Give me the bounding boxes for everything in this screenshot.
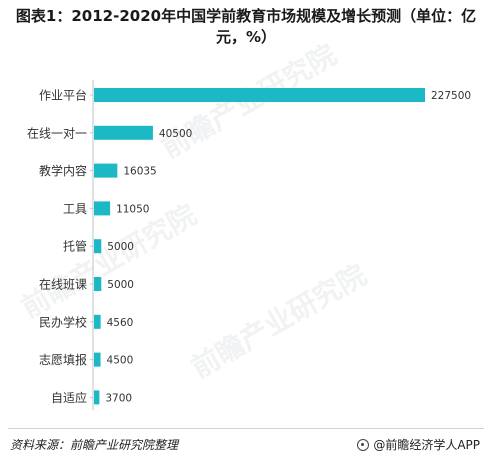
category-label: 在线一对一 <box>27 126 87 140</box>
category-label: 在线班课 <box>39 278 87 292</box>
source-note: 资料来源：前瞻产业研究院整理 <box>10 438 179 452</box>
category-label: 托管 <box>63 239 87 254</box>
bar <box>94 277 102 291</box>
data-label: 11050 <box>116 203 149 215</box>
data-label: 227500 <box>431 90 471 102</box>
data-label: 4500 <box>107 355 134 367</box>
bar <box>94 352 101 367</box>
brand-logo-icon <box>357 438 370 451</box>
bar <box>94 239 102 254</box>
data-label: 16035 <box>123 166 156 178</box>
category-label: 工具 <box>63 202 87 216</box>
category-label: 教学内容 <box>39 163 87 178</box>
category-label: 作业平台 <box>39 88 87 103</box>
data-label: 4560 <box>107 317 134 329</box>
bar <box>94 201 111 216</box>
credit-text: @前瞻经济学人APP <box>373 438 480 452</box>
category-label: 志愿填报 <box>39 352 87 367</box>
data-label: 3700 <box>105 392 132 404</box>
bar <box>94 163 118 178</box>
bar <box>94 125 153 140</box>
category-label: 民办学校 <box>39 314 87 329</box>
bar <box>94 314 101 329</box>
bars-layer: 作业平台 227500 在线一对一 40500 教学内容 16035 工具 11050 托管 50… <box>27 88 471 405</box>
bar <box>94 390 100 405</box>
data-label: 5000 <box>107 279 134 291</box>
bar <box>94 88 425 102</box>
category-label: 自适应 <box>51 390 87 405</box>
credit: @前瞻经济学人APP <box>357 436 480 453</box>
chart-title: 图表1：2012-2020年中国学前教育市场规模及增长预测（单位：亿元，%） <box>15 7 477 46</box>
data-label: 40500 <box>159 128 192 140</box>
footer-divider <box>8 428 484 429</box>
data-label: 5000 <box>107 241 134 253</box>
